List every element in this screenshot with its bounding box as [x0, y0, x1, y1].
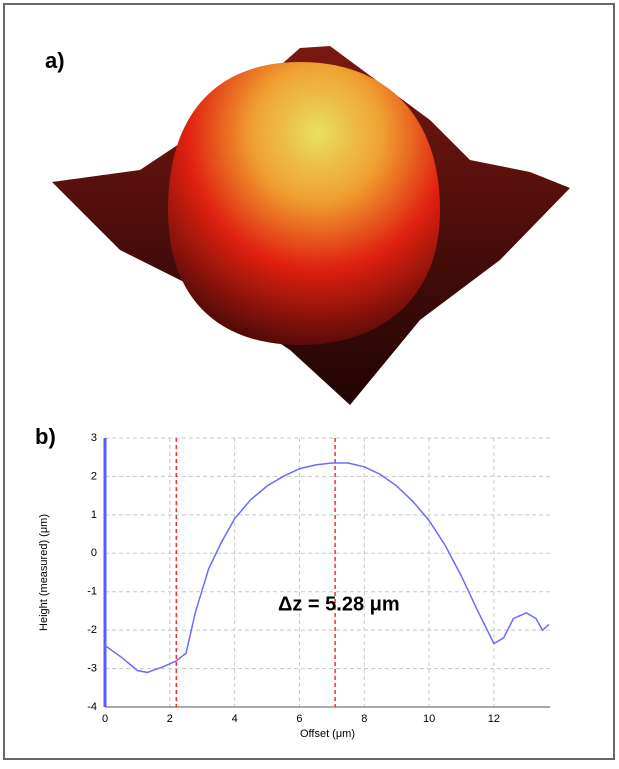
x-tick-label: 8 [361, 713, 367, 725]
x-tick-label: 6 [296, 713, 302, 725]
plot-area [105, 438, 550, 707]
y-tick-label: 0 [91, 547, 97, 559]
annotation: Δz = 5.28 μm [278, 593, 400, 615]
x-axis-label: Offset (μm) [300, 728, 355, 740]
y-tick-label: -3 [87, 662, 97, 674]
y-tick-label: -2 [87, 624, 97, 636]
panel-label: a) [45, 48, 65, 73]
x-tick-label: 2 [167, 713, 173, 725]
dome [168, 62, 440, 345]
y-tick-label: 3 [91, 432, 97, 444]
y-tick-label: -1 [87, 586, 97, 598]
x-tick-label: 0 [102, 713, 108, 725]
data-line [104, 462, 550, 674]
panel-label: b) [35, 424, 56, 449]
y-tick-label: 1 [91, 509, 97, 521]
y-axis-label: Height (measured) (μm) [38, 514, 50, 631]
x-tick-label: 4 [232, 713, 238, 725]
x-tick-label: 12 [488, 713, 500, 725]
y-tick-label: -4 [87, 701, 97, 713]
y-tick-label: 2 [91, 470, 97, 482]
x-tick-label: 10 [423, 713, 435, 725]
